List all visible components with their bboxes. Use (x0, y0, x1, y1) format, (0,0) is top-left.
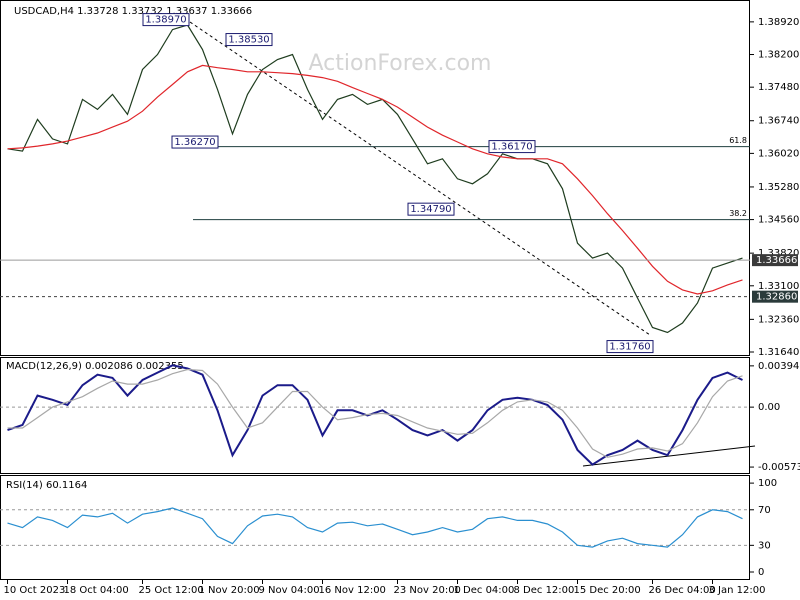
price-box (752, 254, 798, 267)
chart-title: USDCAD,H4 1.33728 1.33732 1.33637 1.3366… (14, 6, 252, 17)
x-tick-label: 8 Dec 12:00 (514, 585, 575, 596)
price-label: 1.32860 (756, 292, 797, 303)
main-panel (0, 0, 750, 356)
x-tick-label: 3 Jan 12:00 (709, 585, 766, 596)
y-tick-label: 0.003948 (758, 361, 800, 372)
x-tick-label: 16 Nov 12:00 (319, 585, 386, 596)
y-tick-label: 1.33820 (758, 248, 799, 259)
annotation-box (171, 135, 219, 149)
x-tick-label: 25 Oct 12:00 (139, 585, 204, 596)
y-tick-label: -0.005733 (758, 462, 800, 473)
macd-title: MACD(12,26,9) 0.002086 0.002355 (6, 361, 184, 372)
y-tick-label: 30 (758, 540, 771, 551)
x-tick-label: 23 Nov 20:00 (394, 585, 461, 596)
rsi-panel (0, 475, 750, 580)
y-tick-label: 1.31640 (758, 347, 799, 358)
y-tick-label: 1.34560 (758, 215, 799, 226)
annotation-box (488, 140, 536, 154)
fib-label: 61.8 (729, 136, 747, 145)
y-tick-label: 100 (758, 478, 777, 489)
annotation-box (407, 202, 455, 216)
y-tick-label: 1.38920 (758, 17, 799, 28)
y-tick-label: 1.37480 (758, 82, 799, 93)
series-line (7, 364, 743, 466)
annotation-box (142, 13, 190, 27)
y-tick-label: 1.32360 (758, 314, 799, 325)
fib-label: 38.2 (729, 209, 747, 218)
y-tick-label: 0.00 (758, 402, 780, 413)
y-tick-label: 1.36740 (758, 116, 799, 127)
annotation-label: 1.38970 (145, 15, 186, 26)
x-tick-label: 1 Dec 04:00 (454, 585, 515, 596)
macd-trend-line (582, 445, 756, 467)
y-tick-label: 0 (758, 567, 764, 578)
annotation-box (606, 340, 654, 354)
annotation-box (225, 33, 273, 47)
price-label: 1.33666 (756, 255, 797, 266)
y-tick-label: 1.33100 (758, 281, 799, 292)
rsi-title: RSI(14) 60.1164 (6, 480, 87, 491)
watermark: ActionForex.com (309, 51, 492, 76)
x-tick-label: 9 Nov 04:00 (259, 585, 320, 596)
annotation-label: 1.36270 (174, 137, 215, 148)
x-tick-label: 26 Dec 04:00 (649, 585, 716, 596)
y-tick-label: 1.35280 (758, 182, 799, 193)
series-line (7, 24, 743, 334)
x-tick-label: 18 Oct 04:00 (64, 585, 129, 596)
y-tick-label: 1.38200 (758, 50, 799, 61)
y-tick-label: 70 (758, 505, 771, 516)
series-line (7, 368, 743, 458)
x-tick-label: 1 Nov 20:00 (199, 585, 260, 596)
y-tick-label: 1.36020 (758, 148, 799, 159)
price-box (752, 290, 798, 303)
x-tick-label: 15 Dec 20:00 (574, 585, 641, 596)
annotation-label: 1.38530 (228, 35, 269, 46)
annotation-label: 1.36170 (491, 142, 532, 153)
series-line (7, 64, 743, 295)
annotation-label: 1.34790 (410, 204, 451, 215)
annotation-label: 1.31760 (609, 342, 650, 353)
trend-line (189, 21, 651, 336)
series-line (7, 507, 743, 548)
macd-panel (0, 357, 750, 474)
x-tick-label: 10 Oct 2023 (4, 585, 66, 596)
